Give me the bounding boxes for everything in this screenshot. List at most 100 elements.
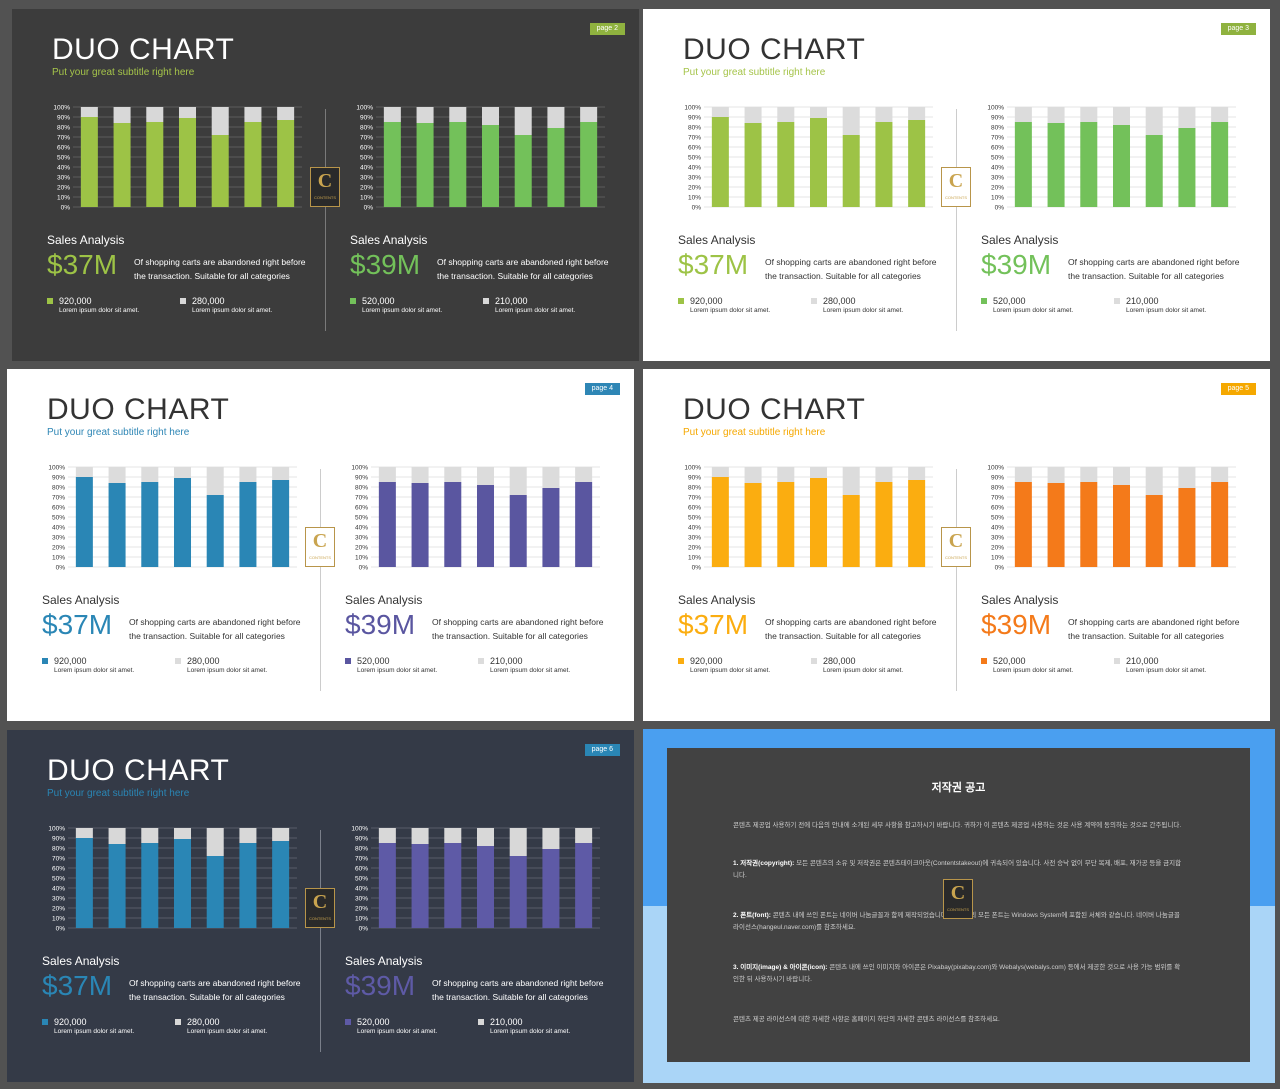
y-tick-label: 90% [991, 115, 1004, 122]
y-tick-label: 0% [995, 205, 1005, 212]
legend-value: 280,000 [187, 1017, 220, 1027]
stacked-bar-chart: 0% 10% 20% 30% 40% 50% 60% 70% 80% 90% 100% [678, 103, 933, 215]
bar-value [580, 122, 598, 207]
description-line: the transaction. Suitable for all catego… [129, 631, 285, 641]
bar-value [1047, 483, 1065, 567]
bar-value [173, 478, 192, 567]
y-tick-label: 30% [360, 175, 373, 182]
bar-remainder [1047, 467, 1065, 483]
y-tick-label: 50% [355, 515, 368, 522]
description-line: the transaction. Suitable for all catego… [1068, 271, 1224, 281]
stacked-bar-chart: 0% 10% 20% 30% 40% 50% 60% 70% 80% 90% 100% [47, 103, 302, 215]
legend-caption: Lorem ipsum dolor sit amet. [993, 667, 1074, 674]
bar-remainder [108, 467, 126, 483]
logo-badge: C CONTENTS [305, 888, 335, 928]
center-divider [320, 469, 321, 691]
bar-value [444, 482, 462, 567]
sales-analysis-heading: Sales Analysis [47, 233, 125, 247]
y-tick-label: 40% [991, 165, 1004, 172]
y-tick-label: 30% [57, 175, 70, 182]
slide-subtitle: Put your great subtitle right here [683, 427, 826, 438]
chart-svg: 0% 10% 20% 30% 40% 50% 60% 70% 80% 90% 100% [684, 465, 933, 572]
description-line: Of shopping carts are abandoned right be… [134, 257, 306, 267]
bar-remainder [575, 467, 593, 482]
legend-swatch [678, 298, 684, 304]
y-tick-label: 100% [48, 826, 65, 833]
bar-remainder [1014, 467, 1032, 482]
bar-value [875, 122, 893, 207]
y-tick-label: 20% [688, 185, 701, 192]
bar-value [1014, 122, 1032, 207]
description-line: the transaction. Suitable for all catego… [432, 631, 588, 641]
sales-amount: $37M [47, 249, 118, 280]
sales-description: Of shopping carts are abandoned right be… [765, 255, 945, 283]
legend-swatch [42, 1019, 48, 1025]
bar-value [542, 849, 560, 928]
page-number-tag: page 3 [1220, 23, 1256, 35]
bar-value [542, 488, 560, 567]
bar-value [777, 482, 795, 567]
legend-value: 920,000 [54, 1017, 87, 1027]
bar-value [1145, 135, 1163, 207]
sales-amount: $37M [678, 249, 749, 280]
bar-remainder [875, 107, 893, 122]
y-tick-label: 90% [355, 836, 368, 843]
bar-remainder [777, 467, 795, 482]
sales-analysis-heading: Sales Analysis [42, 954, 120, 968]
logo-word: CONTENTS [945, 195, 967, 200]
y-tick-label: 100% [48, 465, 65, 472]
stacked-bar-chart: 0% 10% 20% 30% 40% 50% 60% 70% 80% 90% 100% [981, 463, 1236, 575]
legend-swatch [175, 658, 181, 664]
chart-svg: 0% 10% 20% 30% 40% 50% 60% 70% 80% 90% 100% [684, 105, 933, 212]
slide-subtitle: Put your great subtitle right here [47, 788, 190, 799]
description-line: the transaction. Suitable for all catego… [765, 631, 921, 641]
legend-value: 920,000 [59, 296, 92, 306]
sales-description: Of shopping carts are abandoned right be… [129, 615, 309, 643]
logo-word: CONTENTS [314, 195, 336, 200]
bar-value [1178, 488, 1196, 567]
description-line: Of shopping carts are abandoned right be… [432, 978, 604, 988]
y-tick-label: 100% [987, 465, 1004, 472]
y-tick-label: 90% [52, 836, 65, 843]
y-tick-label: 60% [991, 505, 1004, 512]
bar-value [1112, 125, 1131, 207]
y-tick-label: 10% [688, 195, 701, 202]
y-tick-label: 40% [52, 525, 65, 532]
y-tick-label: 60% [355, 866, 368, 873]
stacked-bar-chart: 0% 10% 20% 30% 40% 50% 60% 70% 80% 90% 100% [42, 463, 297, 575]
bar-remainder [908, 107, 926, 120]
bar-remainder [1014, 107, 1032, 122]
notice-paragraph: 콘텐츠 제공 라이선스에 대한 자세한 사항은 홈페이지 하단의 자세한 콘텐츠… [733, 1016, 1000, 1023]
description-line: Of shopping carts are abandoned right be… [432, 617, 604, 627]
y-tick-label: 40% [991, 525, 1004, 532]
y-tick-label: 0% [56, 565, 66, 572]
bar-remainder [272, 828, 290, 841]
slide-title: DUO CHART [683, 393, 866, 426]
bar-value [575, 843, 593, 928]
y-tick-label: 100% [684, 465, 701, 472]
bar-value [476, 485, 495, 567]
legend-caption: Lorem ipsum dolor sit amet. [690, 667, 771, 674]
sales-amount: $39M [345, 609, 416, 640]
description-line: the transaction. Suitable for all catego… [765, 271, 921, 281]
legend-caption: Lorem ipsum dolor sit amet. [54, 1028, 135, 1035]
y-tick-label: 100% [351, 826, 368, 833]
logo-badge: C CONTENTS [310, 167, 340, 207]
bar-value [449, 122, 467, 207]
y-tick-label: 10% [355, 555, 368, 562]
bar-remainder [1211, 107, 1229, 122]
sales-analysis-heading: Sales Analysis [981, 593, 1059, 607]
bar-value [141, 482, 159, 567]
y-tick-label: 10% [57, 195, 70, 202]
y-tick-label: 50% [991, 155, 1004, 162]
bar-remainder [514, 107, 532, 135]
legend-swatch [678, 658, 684, 664]
sales-amount: $39M [981, 249, 1052, 280]
legend-caption: Lorem ipsum dolor sit amet. [690, 307, 771, 314]
y-tick-label: 100% [356, 105, 373, 112]
bar-remainder [711, 467, 729, 477]
notice-label: 2. 폰트(font): [733, 912, 771, 919]
slide-subtitle: Put your great subtitle right here [683, 67, 826, 78]
legend-caption: Lorem ipsum dolor sit amet. [187, 667, 268, 674]
slide-subtitle: Put your great subtitle right here [52, 67, 195, 78]
